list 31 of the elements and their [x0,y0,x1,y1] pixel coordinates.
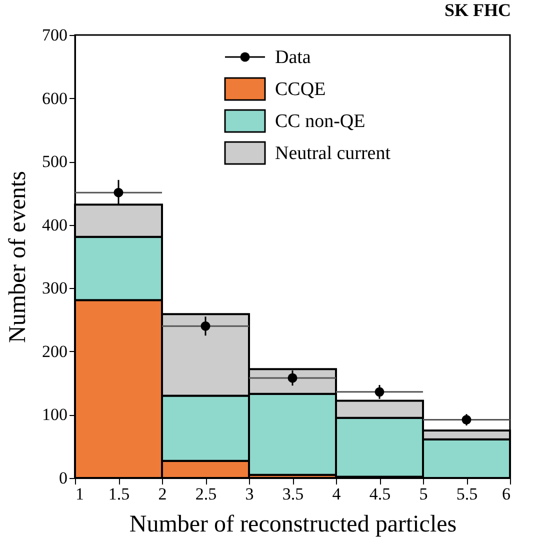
point [200,321,210,331]
x-tick-label: 6 [502,484,510,504]
y-axis-title: Number of events [5,171,31,343]
point [374,387,384,397]
x-tick-label: 5.5 [456,484,478,504]
y-tick-label: 300 [42,278,68,298]
x-tick-label: 4.5 [369,484,391,504]
x-tick-label: 4 [332,484,342,504]
y-tick-label: 0 [59,468,68,488]
chart-title: SK FHC [444,0,511,20]
x-axis-title: Number of reconstructed particles [129,512,457,538]
y-tick-label: 200 [42,342,68,361]
x-tick-label: 2.5 [195,484,217,504]
y-tick-label: 100 [42,405,68,424]
y-tick-label: 500 [42,152,68,172]
legend-label: Data [275,47,312,68]
legend-label: Neutral current [275,143,392,164]
y-tick-label: 400 [42,215,68,234]
point [288,373,298,383]
y-tick-label: 700 [42,26,68,44]
x-tick-label: 1 [76,484,84,504]
point [114,188,124,198]
x-tick-label: 3 [245,484,254,504]
legend-label: CC non-QE [275,111,366,132]
legend-label: CCQE [275,79,326,100]
x-tick-label: 1.5 [108,484,130,504]
point [462,415,472,425]
x-tick-label: 2 [158,484,167,504]
x-tick-label: 3.5 [282,484,304,504]
x-tick-label: 5 [419,484,428,504]
y-tick-label: 600 [42,88,68,108]
